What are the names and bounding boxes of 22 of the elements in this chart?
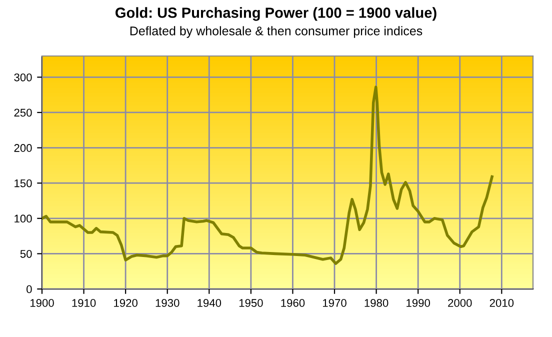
x-tick-label: 1970 bbox=[323, 299, 346, 307]
y-tick-label: 200 bbox=[14, 144, 32, 152]
x-tick-label: 1910 bbox=[72, 299, 96, 307]
x-tick-label: 1950 bbox=[239, 299, 263, 307]
x-tick-label: 1920 bbox=[114, 299, 138, 307]
x-tick-label: 1960 bbox=[281, 299, 305, 307]
x-tick-label: 1990 bbox=[406, 299, 430, 307]
x-tick-label: 1940 bbox=[198, 299, 222, 307]
y-tick-label: 150 bbox=[14, 179, 32, 188]
x-tick-label: 2010 bbox=[490, 299, 514, 307]
x-tick-label: 1900 bbox=[30, 299, 54, 307]
x-tick-label: 2000 bbox=[448, 299, 472, 307]
y-tick-label: 50 bbox=[20, 250, 32, 258]
chart-subtitle: Deflated by wholesale & then consumer price indices bbox=[130, 26, 422, 38]
x-tick-label: 1980 bbox=[364, 299, 388, 307]
y-tick-label: 0 bbox=[26, 285, 32, 294]
y-tick-label: 250 bbox=[14, 108, 32, 117]
y-tick-label: 300 bbox=[14, 73, 32, 82]
line-series bbox=[42, 86, 494, 265]
x-tick-label: 1930 bbox=[156, 299, 180, 307]
y-tick-label: 100 bbox=[14, 214, 32, 223]
chart-title: Gold: US Purchasing Power (100 = 1900 value) bbox=[116, 7, 436, 21]
